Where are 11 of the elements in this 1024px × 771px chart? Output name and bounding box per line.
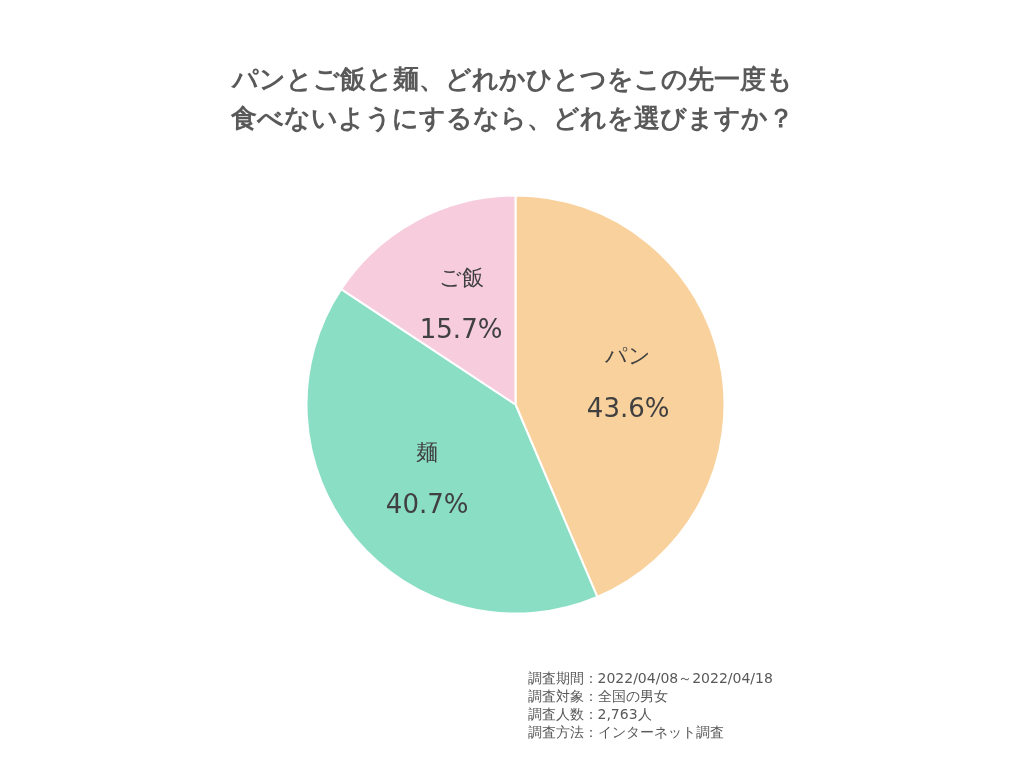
text: 調査人数：2,763人 [527, 705, 652, 722]
text: 調査対象：全国の男女 [527, 687, 668, 704]
chart-title: パンとご飯と麺、どれかひとつをこの先一度も食べないようにするなら、どれを選びますか？ [230, 63, 794, 133]
data-label: 40.7% [385, 489, 469, 520]
text: 調査期間：2022/04/08～2022/04/18 [527, 669, 773, 686]
slice-label: 麺 [416, 439, 439, 465]
data-label: 15.7% [419, 314, 503, 345]
text: 調査方法：インターネット調査 [527, 723, 724, 740]
data-label: 43.6% [586, 392, 670, 423]
slice-label: パン [604, 343, 652, 369]
slice-label: ご飯 [438, 264, 484, 290]
